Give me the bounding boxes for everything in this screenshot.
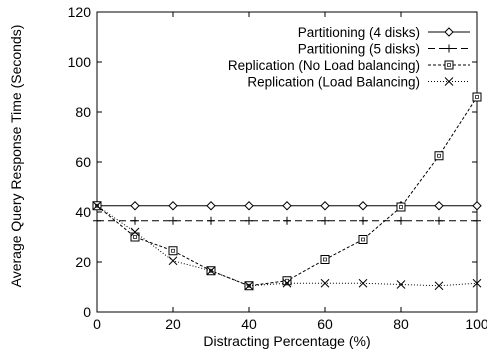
legend-label: Replication (Load Balancing) — [247, 75, 420, 90]
plus-marker — [321, 216, 329, 225]
cross-marker — [434, 281, 444, 291]
plus-marker — [473, 216, 481, 225]
square-marker-inner — [323, 257, 327, 262]
y-axis-label: Average Query Response Time (Seconds) — [8, 25, 24, 288]
diamond-marker — [168, 201, 178, 211]
legend: Partitioning (4 disks) Partitioning (5 di… — [228, 25, 470, 90]
square-marker — [472, 92, 482, 102]
cross-marker — [206, 266, 216, 276]
diamond-marker — [472, 201, 482, 211]
x-tick-label: 100 — [465, 316, 487, 332]
legend-entry: Partitioning (4 disks) — [298, 25, 470, 40]
plot-frame — [96, 11, 478, 313]
x-tick-label: 80 — [393, 316, 409, 332]
y-tick-label: 80 — [75, 104, 91, 120]
axis-ticks: 0 20 40 60 80 100 0 20 40 60 80 100 120 — [68, 4, 487, 332]
cross-marker — [168, 256, 178, 266]
cross-marker — [444, 77, 454, 86]
cross-marker — [472, 278, 482, 288]
square-marker-inner — [475, 95, 479, 99]
plot-area — [96, 11, 478, 313]
square-marker — [434, 151, 444, 161]
plus-marker — [397, 216, 405, 225]
x-tick-label: 0 — [93, 316, 101, 332]
y-tick-label: 100 — [68, 54, 92, 70]
plus-marker — [283, 216, 291, 225]
cross-marker — [282, 278, 292, 288]
plus-marker — [93, 216, 101, 225]
diamond-marker — [282, 201, 292, 211]
diamond-marker — [130, 201, 140, 211]
square-marker-inner — [95, 203, 99, 208]
series-plus — [93, 216, 481, 225]
plus-marker — [245, 216, 253, 225]
series-line — [96, 96, 478, 287]
square-marker — [130, 232, 140, 242]
plus-marker — [359, 216, 367, 225]
legend-entry: Replication (No Load balancing) — [228, 58, 470, 73]
square-marker-inner — [399, 205, 403, 209]
x-tick-label: 60 — [317, 316, 333, 332]
square-marker-inner — [209, 268, 213, 273]
series-diamond — [92, 201, 482, 211]
diamond-marker — [444, 27, 454, 37]
square-marker — [444, 60, 454, 70]
cross-marker — [358, 278, 368, 288]
square-marker-inner — [361, 237, 365, 242]
square-marker-inner — [171, 248, 175, 253]
cross-marker — [92, 201, 102, 211]
series-cross — [92, 201, 482, 291]
data-series — [92, 92, 482, 291]
cross-marker — [396, 280, 406, 289]
cross-marker — [320, 278, 330, 288]
diamond-marker — [244, 201, 254, 211]
diamond-marker — [320, 201, 330, 211]
square-marker — [282, 276, 292, 286]
diamond-marker — [358, 201, 368, 211]
square-marker — [320, 255, 330, 264]
y-tick-label: 120 — [68, 4, 92, 20]
cross-marker — [130, 227, 140, 237]
plus-marker — [445, 44, 453, 53]
x-tick-label: 20 — [165, 316, 181, 332]
diamond-marker — [206, 201, 216, 211]
y-tick-label: 40 — [75, 204, 91, 220]
plus-marker — [435, 216, 443, 225]
x-tick-label: 40 — [241, 316, 257, 332]
y-tick-label: 0 — [83, 304, 91, 320]
legend-entry: Partitioning (5 disks) — [298, 42, 470, 57]
square-marker — [396, 202, 406, 212]
square-marker-inner — [447, 63, 451, 67]
cross-marker — [244, 281, 254, 291]
square-marker-inner — [285, 278, 289, 283]
legend-label: Partitioning (5 disks) — [298, 42, 420, 57]
plus-marker — [131, 216, 139, 225]
legend-entry: Replication (Load Balancing) — [247, 75, 470, 90]
square-marker-inner — [437, 153, 441, 158]
square-marker-inner — [247, 283, 251, 288]
y-tick-label: 20 — [75, 254, 91, 270]
diamond-marker — [434, 201, 444, 211]
plus-marker — [207, 216, 215, 225]
series-square — [92, 92, 482, 291]
legend-label: Replication (No Load balancing) — [228, 58, 420, 73]
legend-label: Partitioning (4 disks) — [298, 25, 420, 40]
square-marker-inner — [133, 235, 137, 239]
square-marker — [358, 235, 368, 244]
square-marker — [168, 246, 178, 256]
x-axis-label: Distracting Percentage (%) — [203, 333, 370, 349]
plus-marker — [169, 216, 177, 225]
y-tick-label: 60 — [75, 154, 91, 170]
